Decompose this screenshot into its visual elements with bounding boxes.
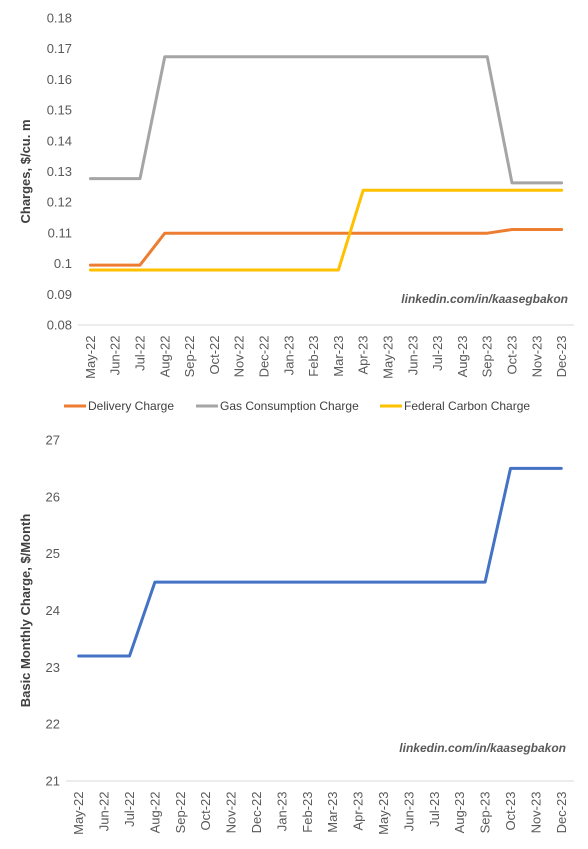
x-tick-label: Mar-23: [325, 792, 340, 833]
x-tick-label: Nov-23: [528, 792, 543, 834]
y-axis-title: Basic Monthly Charge, $/Month: [18, 514, 33, 708]
x-tick-label: Oct-22: [198, 792, 213, 831]
watermark-text: linkedin.com/in/kaasegbakon: [401, 292, 568, 306]
x-tick-label: Sep-22: [182, 336, 197, 378]
series-line-federal-carbon-charge: [88, 188, 564, 272]
x-tick-label: Dec-23: [554, 336, 569, 378]
x-tick-label: Aug-22: [147, 792, 162, 834]
y-tick-label: 0.16: [47, 72, 72, 87]
x-tick-label: Jan-23: [281, 336, 296, 376]
x-tick-label: Sep-23: [478, 792, 493, 834]
y-tick-label: 0.1: [54, 256, 72, 271]
x-tick-label: Nov-23: [529, 336, 544, 378]
x-tick-label: Jul-23: [427, 792, 442, 827]
x-tick-label: Oct-22: [207, 336, 222, 375]
x-tick-label: Jul-22: [133, 336, 148, 371]
y-tick-label: 0.13: [47, 164, 72, 179]
legend-label: Gas Consumption Charge: [220, 399, 359, 413]
x-tick-label: Sep-22: [173, 792, 188, 834]
x-tick-label: Aug-23: [452, 792, 467, 834]
x-tick-label: May-22: [71, 792, 86, 835]
x-tick-label: Apr-23: [351, 792, 366, 831]
x-tick-label: Mar-23: [331, 336, 346, 377]
legend-label: Federal Carbon Charge: [404, 399, 530, 413]
y-tick-label: 25: [46, 546, 60, 561]
x-tick-label: Dec-22: [257, 336, 272, 378]
legend-label: Delivery Charge: [88, 399, 174, 413]
y-tick-label: 0.09: [47, 287, 72, 302]
x-tick-label: Nov-22: [224, 792, 239, 834]
y-tick-label: 26: [46, 489, 60, 504]
x-tick-label: Jun-22: [108, 336, 123, 376]
x-tick-label: May-22: [83, 336, 98, 379]
y-tick-label: 0.18: [47, 11, 72, 26]
watermark-text: linkedin.com/in/kaasegbakon: [399, 741, 566, 755]
y-tick-label: 0.08: [47, 318, 72, 333]
x-tick-label: Dec-23: [554, 792, 569, 834]
series-line-basic-monthly-charge: [77, 466, 563, 658]
y-tick-label: 0.15: [47, 103, 72, 118]
x-tick-label: Feb-23: [306, 336, 321, 377]
x-tick-label: Jun-22: [97, 792, 112, 832]
y-tick-label: 27: [46, 433, 60, 448]
y-tick-label: 23: [46, 660, 60, 675]
x-tick-label: Feb-23: [300, 792, 315, 833]
x-tick-label: Sep-23: [480, 336, 495, 378]
x-tick-label: Apr-23: [356, 336, 371, 375]
x-tick-label: Aug-22: [157, 336, 172, 378]
x-tick-label: Jul-22: [122, 792, 137, 827]
x-tick-label: Oct-23: [505, 336, 520, 375]
x-tick-label: Nov-22: [232, 336, 247, 378]
x-tick-label: May-23: [376, 792, 391, 835]
y-tick-label: 0.11: [48, 225, 72, 240]
x-tick-label: Jul-23: [430, 336, 445, 371]
y-tick-label: 0.17: [47, 41, 72, 56]
series-line-gas-consumption-charge: [88, 55, 564, 185]
x-tick-label: Jun-23: [405, 336, 420, 376]
x-tick-label: Jan-23: [274, 792, 289, 832]
x-tick-label: Jun-23: [401, 792, 416, 832]
y-axis-title: Charges, $/cu. m: [18, 119, 33, 223]
y-tick-label: 0.14: [47, 133, 72, 148]
y-tick-label: 24: [46, 603, 60, 618]
x-tick-label: Aug-23: [455, 336, 470, 378]
y-tick-label: 21: [46, 774, 60, 789]
y-tick-label: 22: [46, 717, 60, 732]
x-tick-label: Dec-22: [249, 792, 264, 834]
charges-line-chart: 0.08 0.09 0.1 0.11 0.12 0.13 0.14 0.15 0.16 0.17 0…: [18, 11, 574, 413]
y-tick-label: 0.12: [47, 195, 72, 210]
x-tick-label: Oct-23: [503, 792, 518, 831]
x-tick-label: May-23: [381, 336, 396, 379]
series-line-delivery-charge: [88, 228, 564, 267]
